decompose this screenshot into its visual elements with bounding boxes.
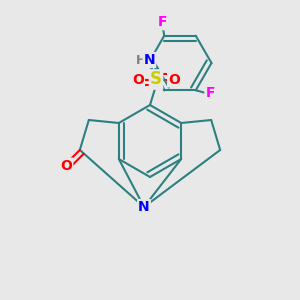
Text: O: O <box>60 159 72 172</box>
Text: O: O <box>132 73 144 86</box>
Text: S: S <box>150 70 162 88</box>
Text: F: F <box>206 86 215 100</box>
Text: H: H <box>136 53 146 67</box>
Text: N: N <box>144 53 155 67</box>
Text: F: F <box>158 15 167 29</box>
Text: O: O <box>168 73 180 86</box>
Text: N: N <box>138 200 150 214</box>
